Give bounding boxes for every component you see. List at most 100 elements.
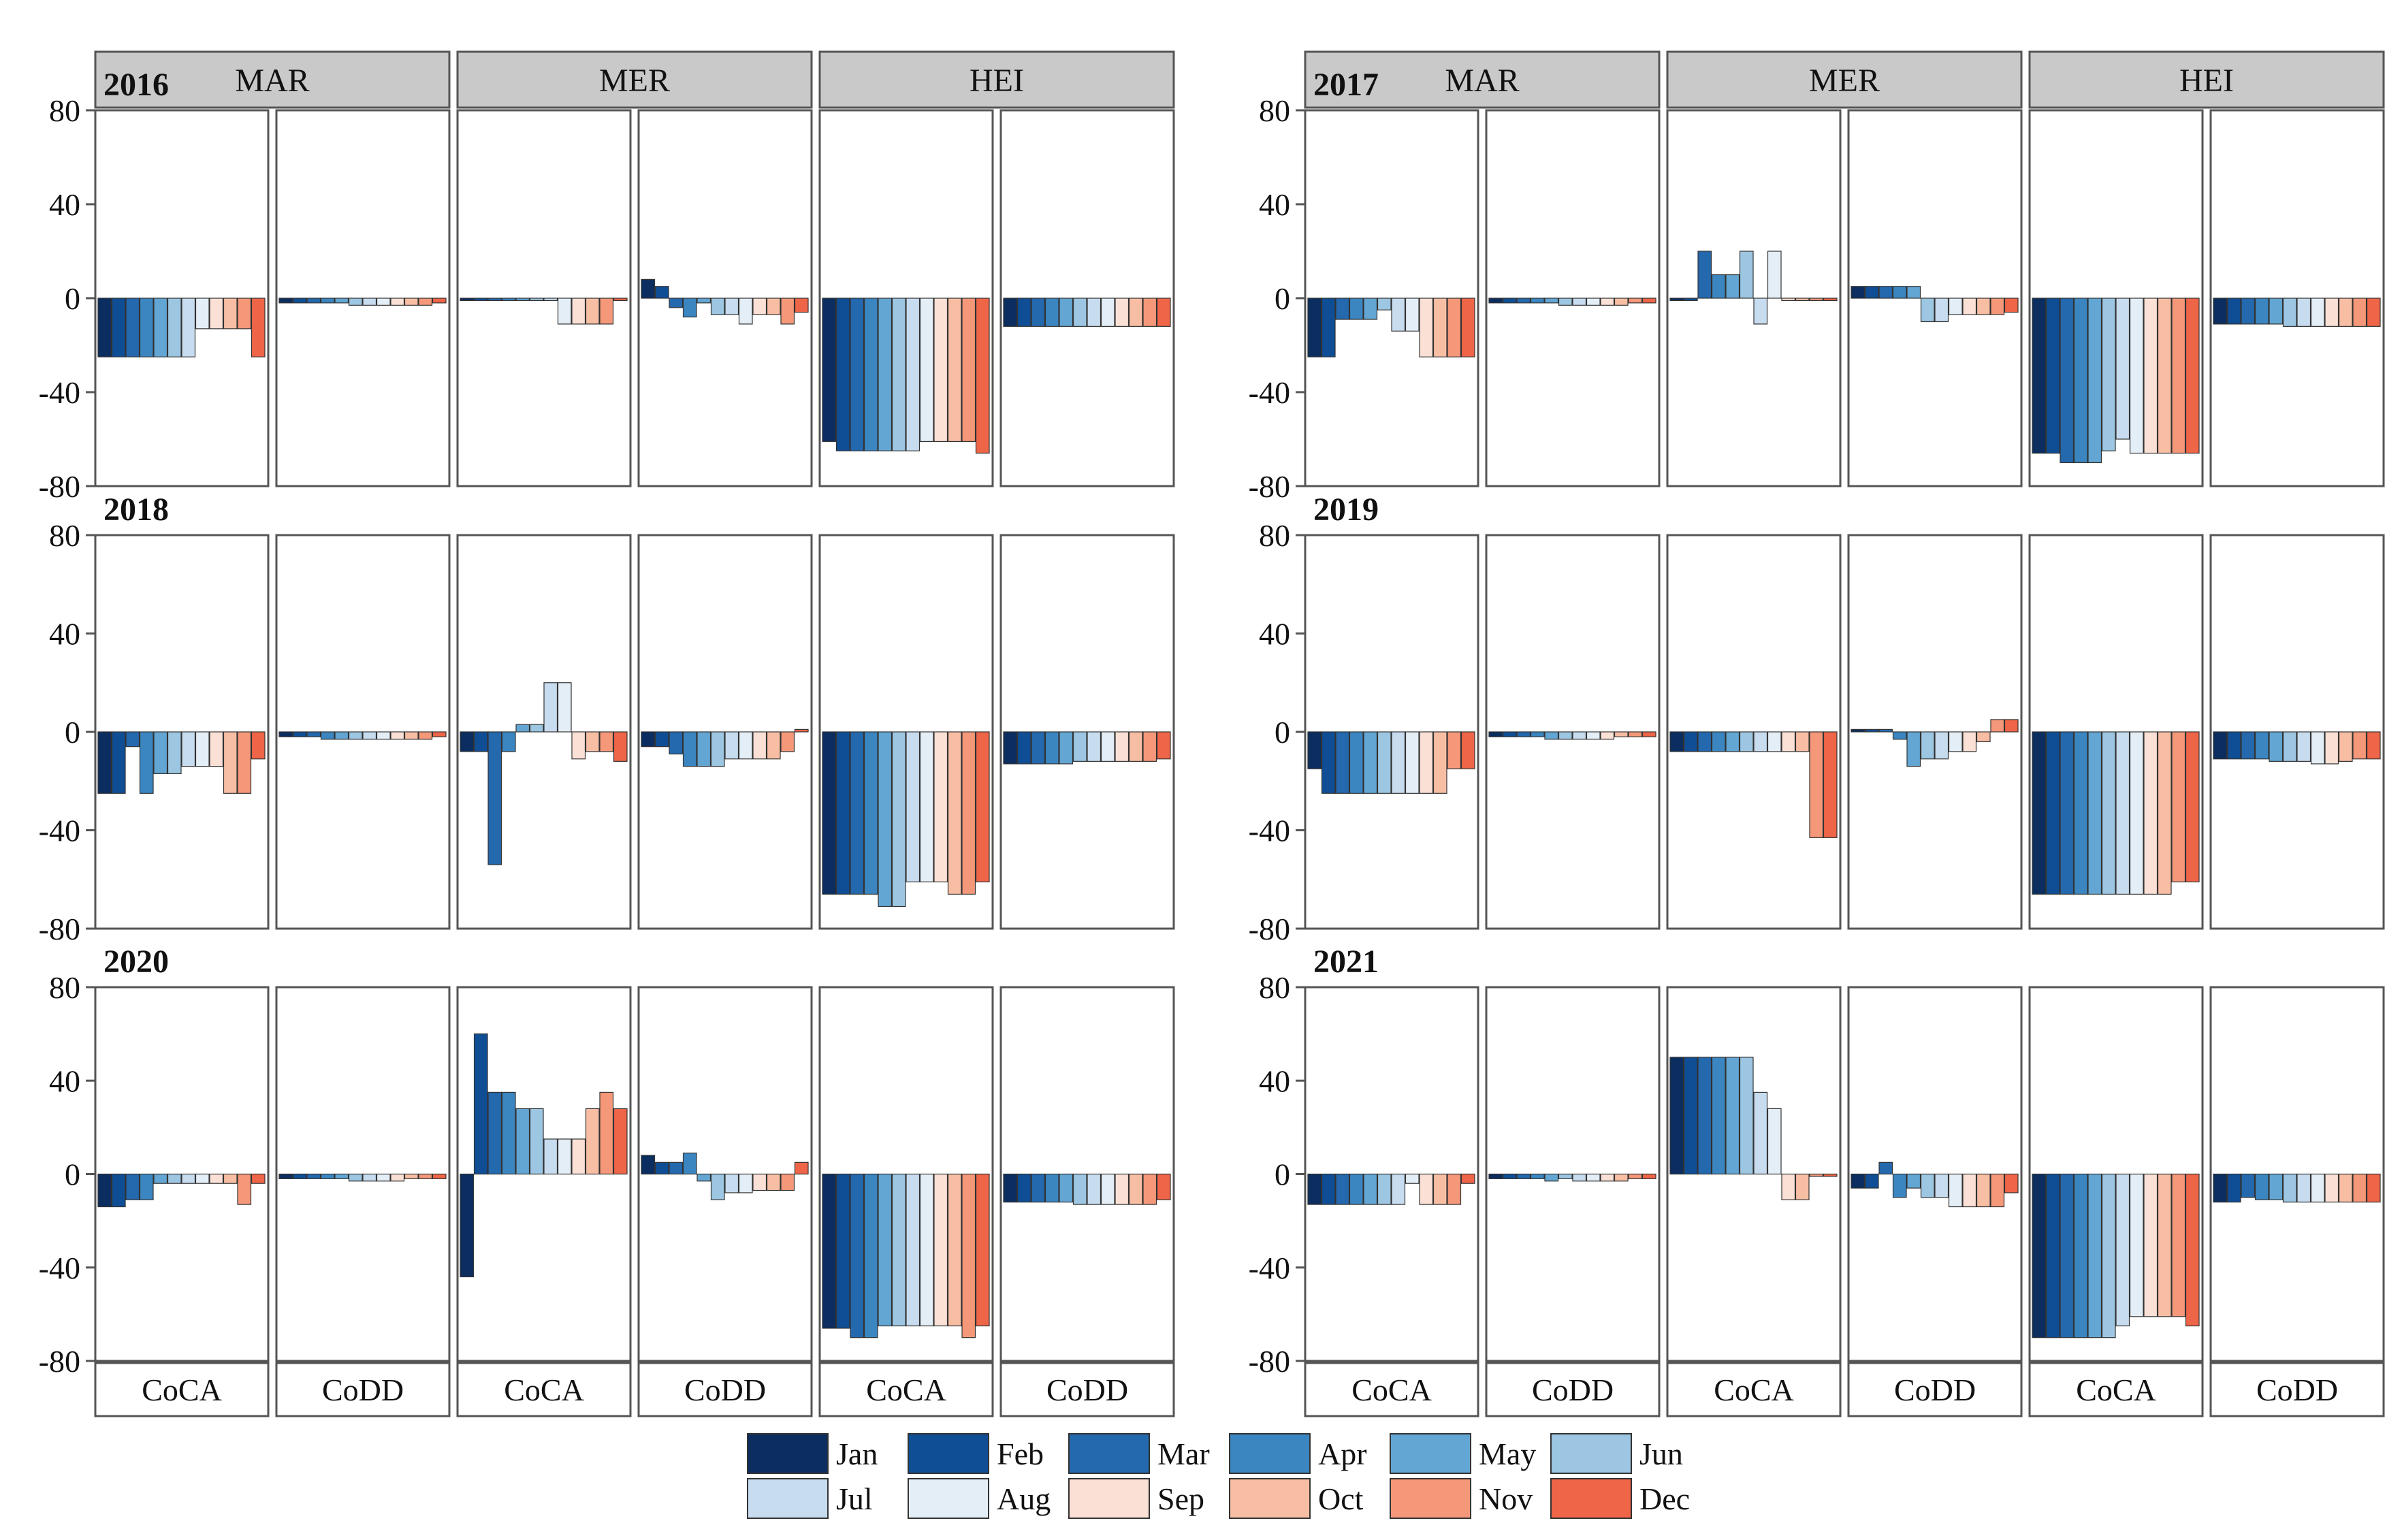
bar-jan — [1851, 728, 1865, 733]
bar-sep — [2324, 1173, 2339, 1203]
bar-nov — [2352, 1173, 2367, 1203]
bar-oct — [223, 298, 238, 330]
bar-feb — [2045, 1173, 2060, 1338]
y-axis: 80 40 0 -40 -80 — [39, 970, 95, 1379]
bar-oct — [404, 1173, 419, 1179]
bar-feb — [473, 1033, 488, 1175]
bar-jan — [2213, 731, 2228, 760]
bar-feb — [1683, 298, 1698, 302]
bar-jul — [1753, 1091, 1768, 1175]
bar-nov — [1142, 1173, 1157, 1205]
bar-aug — [2129, 1173, 2144, 1317]
bar-sep — [1600, 731, 1615, 740]
subplot-mer-codd — [1847, 109, 2023, 487]
bar-feb — [111, 1173, 126, 1208]
bar-jul — [1087, 1173, 1102, 1205]
bar-mar — [306, 298, 321, 304]
bar-may — [2269, 1173, 2284, 1200]
bar-jan — [822, 298, 837, 443]
strip-label: CoDD — [2256, 1373, 2338, 1407]
y-tick-label: 0 — [1275, 715, 1290, 750]
bar-oct — [947, 298, 962, 443]
strip-label: MAR — [1445, 63, 1519, 99]
bar-oct — [1614, 1173, 1629, 1182]
strip-label: CoDD — [322, 1373, 404, 1407]
bar-oct — [766, 731, 781, 760]
bar-jul — [1572, 1173, 1587, 1182]
y-tick-label: 40 — [49, 187, 80, 222]
bar-feb — [2226, 1173, 2241, 1203]
bar-aug — [557, 298, 572, 325]
subplot-mar-coca — [1304, 986, 1479, 1362]
bar-may — [2087, 298, 2102, 464]
bar-jun — [2101, 731, 2116, 895]
bar-apr — [139, 298, 154, 357]
bar-apr — [1892, 286, 1907, 299]
bar-jul — [1391, 731, 1406, 794]
strip-background — [94, 1362, 270, 1417]
bar-feb — [1864, 286, 1879, 299]
y-axis: 80 40 0 -40 -80 — [39, 93, 95, 504]
bar-may — [878, 731, 893, 908]
bar-dec — [2366, 731, 2381, 760]
bar-jan — [97, 298, 112, 357]
bar-jan — [1307, 298, 1322, 357]
year-title: 2019 — [1313, 492, 1379, 528]
y-tick-label: 0 — [1275, 281, 1290, 316]
bar-jun — [891, 731, 906, 908]
bar-mar — [2241, 1173, 2256, 1198]
bar-jan — [641, 1155, 656, 1175]
y-tick-label: 40 — [49, 1063, 80, 1098]
bar-jul — [181, 1173, 196, 1184]
legend-item-aug: Aug — [908, 1478, 1051, 1519]
bar-jan — [641, 731, 656, 748]
bar-oct — [585, 731, 600, 752]
y-tick-label: -80 — [39, 469, 80, 504]
strip-background — [456, 50, 813, 109]
bar-jul — [906, 731, 920, 882]
bar-oct — [1976, 1173, 1991, 1208]
bar-jun — [1739, 1057, 1754, 1175]
bar-feb — [473, 298, 488, 302]
bar-may — [1725, 1057, 1740, 1175]
subplot-hei-coca — [2028, 109, 2204, 487]
bar-feb — [1683, 1057, 1698, 1175]
bar-oct — [585, 1108, 600, 1175]
bar-mar — [1335, 298, 1350, 320]
bar-mar — [125, 298, 140, 357]
bar-jan — [822, 731, 837, 895]
subplot-hei-codd — [2209, 534, 2385, 930]
bar-oct — [1976, 298, 1991, 315]
legend-swatch — [1229, 1478, 1311, 1519]
bottom-strip-coca: CoCA — [1304, 1362, 1479, 1417]
legend-label: Oct — [1318, 1481, 1364, 1516]
bar-aug — [1948, 1173, 1963, 1208]
bar-aug — [919, 1173, 934, 1327]
bar-jun — [1920, 1173, 1935, 1198]
legend-swatch — [1390, 1478, 1471, 1519]
strip-label: CoCA — [1714, 1373, 1794, 1407]
bar-apr — [320, 1173, 335, 1179]
bar-sep — [1115, 731, 1130, 762]
bar-jan — [460, 298, 475, 302]
strip-background — [1304, 1362, 1479, 1417]
bar-jan — [278, 1173, 293, 1179]
legend-swatch — [1550, 1478, 1632, 1519]
y-tick-label: -40 — [39, 814, 80, 848]
bar-may — [153, 731, 168, 775]
bar-oct — [766, 1173, 781, 1191]
bar-mar — [2060, 298, 2075, 464]
bar-oct — [1128, 298, 1143, 327]
legend-item-nov: Nov — [1390, 1478, 1533, 1519]
bar-jul — [906, 298, 920, 451]
bar-mar — [306, 731, 321, 737]
bar-apr — [1530, 1173, 1545, 1179]
bar-jan — [2032, 1173, 2047, 1338]
bottom-strip-coca: CoCA — [94, 1362, 270, 1417]
bar-jul — [362, 731, 377, 740]
bar-may — [878, 1173, 893, 1327]
bar-oct — [1795, 731, 1810, 752]
legend-label: Mar — [1157, 1437, 1210, 1471]
y-tick-label: 40 — [1259, 617, 1290, 652]
bar-nov — [1447, 298, 1462, 357]
